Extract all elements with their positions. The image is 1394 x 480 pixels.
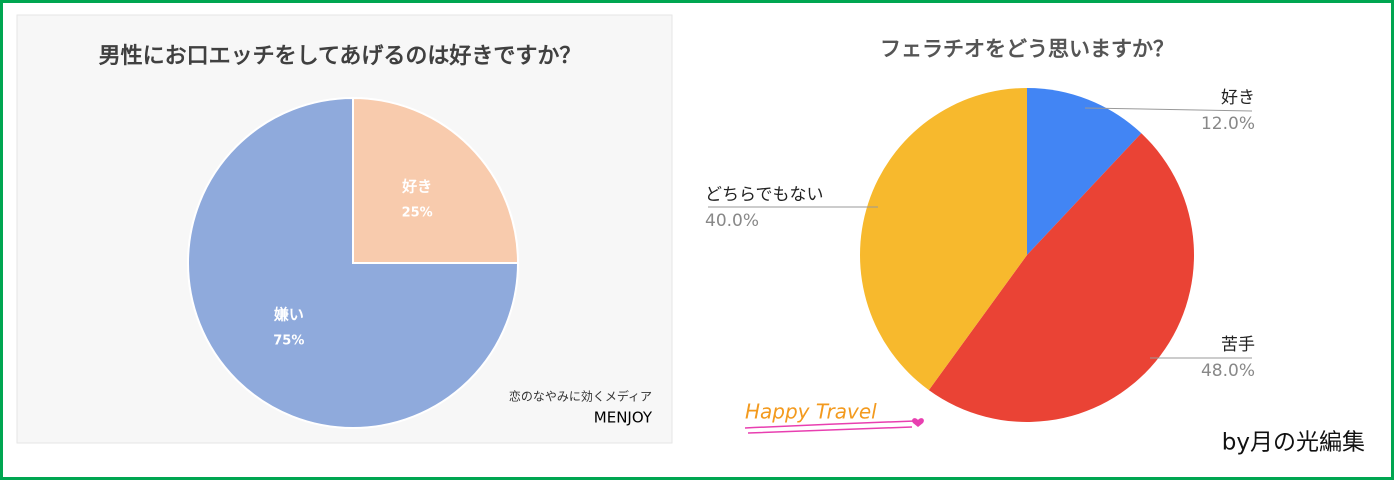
chart-title: フェラチオをどう思いますか？ bbox=[880, 37, 1174, 61]
slice-label: 好き bbox=[1221, 88, 1255, 108]
heart-icon bbox=[912, 418, 924, 427]
pie-slice bbox=[928, 133, 1194, 422]
annotation: 恋のなやみに効くメディア bbox=[509, 389, 652, 404]
slice-value: 40.0% bbox=[705, 211, 759, 231]
underline bbox=[744, 420, 916, 434]
annotation: Happy Travel bbox=[745, 400, 877, 424]
pie-slice bbox=[1027, 88, 1142, 255]
annotation: by月の光編集 bbox=[1222, 430, 1365, 456]
chart-title: 男性にお口エッチをしてあげるのは好きですか？ bbox=[99, 43, 582, 69]
annotation: MENJOY bbox=[594, 409, 653, 427]
slice-value: 48.0% bbox=[1201, 361, 1255, 381]
pie-slice bbox=[352, 96, 520, 264]
pie-slice bbox=[860, 87, 1027, 391]
slice-label: どちらでもない bbox=[705, 185, 824, 205]
slice-value: 12.0% bbox=[1201, 114, 1255, 134]
slice-label: 苦手 bbox=[1221, 335, 1255, 355]
slice-value: 25% bbox=[402, 205, 433, 220]
slice-label: 嫌い bbox=[273, 306, 304, 324]
pie-slice bbox=[187, 96, 520, 429]
slice-value: 75% bbox=[273, 334, 304, 349]
slice-label: 好き bbox=[401, 177, 432, 195]
leader-line bbox=[1084, 107, 1253, 112]
